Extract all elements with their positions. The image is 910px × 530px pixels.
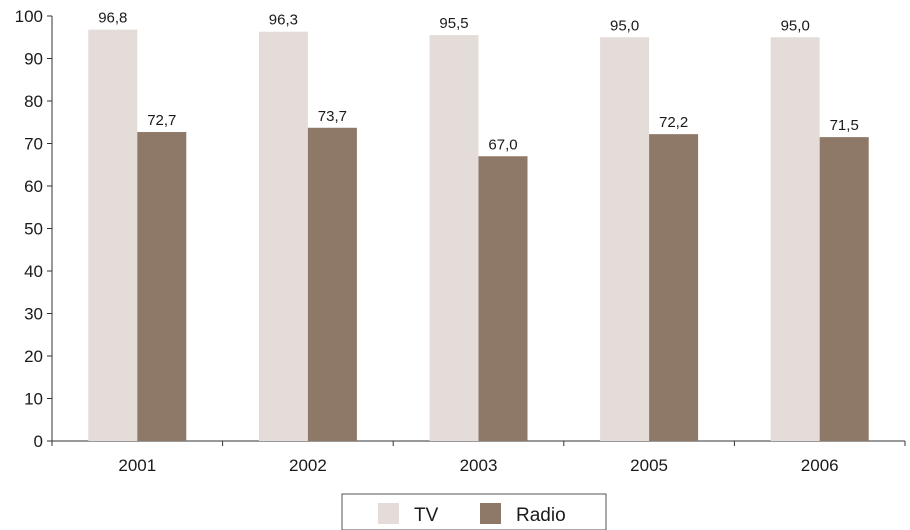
data-label-radio-2001: 72,7: [147, 112, 176, 129]
bar-radio-2002: [307, 127, 357, 442]
data-label-radio-2006: 71,5: [830, 117, 859, 134]
y-tick-label: 70: [24, 135, 43, 154]
x-tick-label: 2001: [118, 456, 156, 475]
data-label-radio-2002: 73,7: [318, 108, 347, 125]
y-axis: 0 10 20 30 40 50 60 70 80 90 100: [15, 7, 53, 451]
y-tick-label: 50: [24, 220, 43, 239]
y-tick-label: 0: [34, 432, 43, 451]
legend-label-radio: Radio: [516, 505, 566, 526]
legend-swatch-tv: [378, 503, 399, 524]
x-tick-label: 2005: [630, 456, 668, 475]
x-tick-label: 2003: [460, 456, 498, 475]
legend-label-tv: TV: [414, 505, 439, 526]
y-tick-label: 60: [24, 177, 43, 196]
y-tick-label: 20: [24, 347, 43, 366]
data-label-tv-2002: 96,3: [269, 12, 298, 29]
bar-tv-2006: [770, 37, 820, 441]
bars: [88, 29, 869, 442]
data-label-tv-2003: 95,5: [439, 15, 468, 32]
x-tick-label: 2002: [289, 456, 327, 475]
y-tick-label: 40: [24, 262, 43, 281]
legend: TV Radio: [341, 493, 607, 530]
data-label-tv-2001: 96,8: [98, 10, 127, 27]
bar-tv-2003: [429, 35, 479, 441]
bar-tv-2002: [258, 31, 308, 441]
x-axis: 2001 2002 2003 2005 2006: [51, 440, 906, 475]
legend-swatch-radio: [480, 503, 501, 524]
data-labels: 96,8 72,7 96,3 73,7 95,5 67,0 95,0 72,2 95,0 71,5: [98, 10, 859, 154]
y-tick-label: 90: [24, 50, 43, 69]
data-label-radio-2005: 72,2: [659, 114, 688, 131]
data-label-tv-2005: 95,0: [610, 17, 639, 34]
bar-tv-2005: [600, 37, 650, 441]
bar-radio-2003: [478, 156, 528, 441]
bar-radio-2006: [819, 137, 869, 441]
y-tick-label: 100: [15, 7, 43, 26]
bar-tv-2001: [88, 29, 138, 441]
x-tick-label: 2006: [801, 456, 839, 475]
y-tick-label: 80: [24, 92, 43, 111]
data-label-radio-2003: 67,0: [488, 136, 517, 153]
bar-radio-2005: [649, 134, 699, 441]
bar-radio-2001: [137, 132, 187, 441]
y-tick-label: 10: [24, 390, 43, 409]
y-tick-label: 30: [24, 305, 43, 324]
data-label-tv-2006: 95,0: [781, 17, 810, 34]
